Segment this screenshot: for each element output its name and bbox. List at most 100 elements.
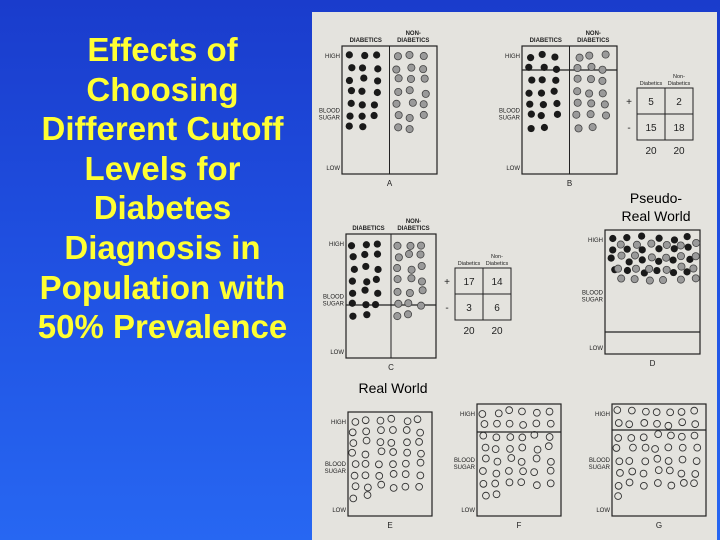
non-diabetic-dot <box>419 110 428 119</box>
open-dot <box>677 408 686 416</box>
diabetic-dot <box>538 76 546 84</box>
open-dot <box>492 433 501 442</box>
non-diabetic-dot <box>393 241 402 250</box>
open-dot <box>401 459 410 468</box>
open-dot <box>478 410 487 418</box>
diabetic-dot <box>553 99 561 108</box>
non-diabetic-dot <box>645 276 654 285</box>
panel-letter: C <box>388 363 394 372</box>
non-diabetic-dot <box>617 274 626 283</box>
non-diabetic-dot <box>587 62 596 71</box>
diabetic-dot <box>540 63 548 71</box>
blood-sugar-label: SUGAR <box>589 465 611 471</box>
open-dot <box>651 445 659 453</box>
open-dot <box>614 492 622 500</box>
open-dot <box>639 469 648 478</box>
open-dot <box>387 439 396 447</box>
open-dot <box>640 419 649 427</box>
diabetic-dot <box>526 100 534 108</box>
panel-letter: A <box>387 179 393 188</box>
open-dot <box>546 479 555 488</box>
table-cell: 15 <box>645 123 657 134</box>
open-dot <box>415 482 423 491</box>
open-dot <box>677 469 686 478</box>
panel-letter: G <box>656 521 662 530</box>
real-world-caption: Real World <box>358 380 428 396</box>
open-dot <box>664 443 673 452</box>
non-diabetic-dot <box>586 110 595 119</box>
non-diabetic-dot <box>586 75 595 84</box>
non-diabetic-dot <box>598 89 607 98</box>
non-diabetic-dot <box>393 287 402 296</box>
diabetic-dot <box>653 266 661 275</box>
table-total: 20 <box>645 146 657 157</box>
diabetic-dot <box>670 245 678 253</box>
non-diabetic-dot <box>573 98 582 107</box>
diabetic-dot <box>362 301 370 309</box>
open-dot <box>351 482 360 491</box>
non-diabetic-dot <box>691 274 700 283</box>
table-cell: 2 <box>676 97 682 108</box>
table-cell: 6 <box>494 303 500 314</box>
non-diabetic-dot <box>405 288 414 297</box>
non-diabetic-dot <box>393 264 402 273</box>
non-diabetic-dot <box>417 277 426 286</box>
non-diabetic-dot <box>645 264 654 273</box>
open-dot <box>361 450 370 459</box>
table-header-non: Diabetics <box>668 81 691 87</box>
diabetic-dot <box>370 101 379 109</box>
diabetic-dot <box>551 53 559 61</box>
open-dot <box>403 448 412 457</box>
open-dot <box>375 472 384 480</box>
non-diabetic-dot <box>598 76 607 85</box>
open-dot <box>493 457 502 466</box>
open-dot <box>625 478 634 487</box>
open-dot <box>349 439 358 447</box>
table-header-non: Diabetics <box>486 261 509 267</box>
high-label: HIGH <box>505 54 520 60</box>
non-diabetic-dot <box>418 286 427 295</box>
open-dot <box>416 458 425 467</box>
table-cell: 3 <box>466 303 472 314</box>
non-diabetic-dot <box>405 125 414 134</box>
low-label: LOW <box>589 346 603 352</box>
non-diabetic-dot <box>393 52 402 61</box>
diabetic-dot <box>363 278 371 286</box>
blood-sugar-label: SUGAR <box>454 465 476 471</box>
diabetic-dot <box>359 123 367 131</box>
open-dot <box>530 468 538 476</box>
open-dot <box>680 479 688 487</box>
open-dot <box>530 430 539 439</box>
open-dot <box>533 408 541 417</box>
open-dot <box>691 470 700 478</box>
open-dot <box>629 443 637 452</box>
open-dot <box>402 426 411 434</box>
non-diabetic-dot <box>394 74 403 83</box>
non-diabetic-dot <box>419 65 428 74</box>
diabetic-dot <box>363 311 371 319</box>
table-header-non: Non- <box>491 254 503 260</box>
non-diabetic-dot <box>421 89 430 98</box>
open-dot <box>691 420 700 428</box>
caption-line: Real World <box>621 207 691 224</box>
open-dot <box>690 406 699 415</box>
non-diabetic-dot <box>614 264 623 273</box>
non-diabetic-dot <box>394 87 403 96</box>
open-dot <box>639 433 648 442</box>
non-diabetic-dot <box>588 123 597 132</box>
non-diabetic-dot <box>419 52 428 61</box>
non-diabetic-dot <box>647 239 656 248</box>
open-dot <box>613 406 622 414</box>
open-dot <box>678 455 687 464</box>
open-dot <box>389 484 398 492</box>
diabetic-dot <box>345 51 353 59</box>
non-diabetic-dot <box>405 113 414 122</box>
diabetic-dot <box>373 250 382 258</box>
open-dot <box>533 481 541 489</box>
open-dot <box>625 457 634 465</box>
non-diabetic-dot <box>662 240 671 249</box>
blood-sugar-label: BLOOD <box>323 294 345 300</box>
blood-sugar-label: SUGAR <box>325 469 347 475</box>
non-diabetics-header: NON- <box>586 31 601 37</box>
non-diabetic-dot <box>617 251 626 260</box>
